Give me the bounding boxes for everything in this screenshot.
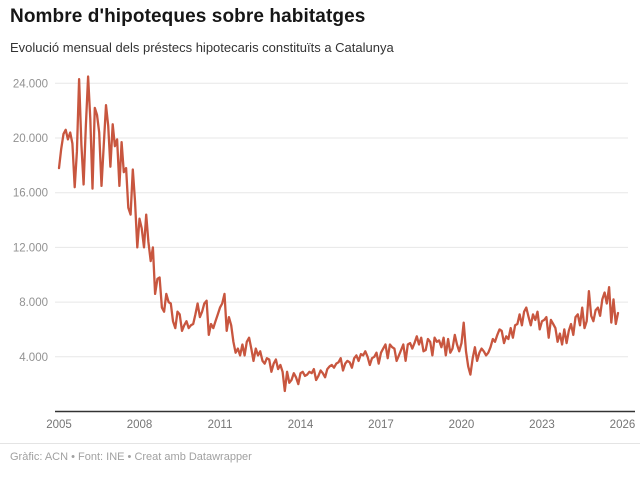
x-axis-label: 2011 — [208, 419, 233, 431]
y-axis-label: 8.000 — [19, 297, 48, 309]
x-axis-label: 2017 — [368, 419, 394, 431]
y-axis-label: 4.000 — [19, 352, 48, 364]
chart-footer: Gràfic: ACN • Font: INE • Creat amb Data… — [10, 451, 252, 463]
y-axis-label: 20.000 — [13, 133, 48, 145]
footer-divider — [0, 443, 640, 444]
data-line — [57, 75, 620, 393]
x-axis-label: 2023 — [529, 419, 555, 431]
x-axis-label: 2026 — [610, 419, 636, 431]
x-axis-label: 2008 — [127, 419, 153, 431]
chart-title: Nombre d'hipoteques sobre habitatges — [10, 6, 366, 27]
x-axis-label: 2020 — [449, 419, 475, 431]
x-axis-label: 2014 — [288, 419, 314, 431]
x-axis-label: 2005 — [46, 419, 72, 431]
y-axis-label: 12.000 — [13, 242, 48, 254]
chart-subtitle: Evolució mensual dels préstecs hipotecar… — [10, 40, 394, 55]
y-axis-label: 24.000 — [13, 78, 48, 90]
y-axis-label: 16.000 — [13, 188, 48, 200]
